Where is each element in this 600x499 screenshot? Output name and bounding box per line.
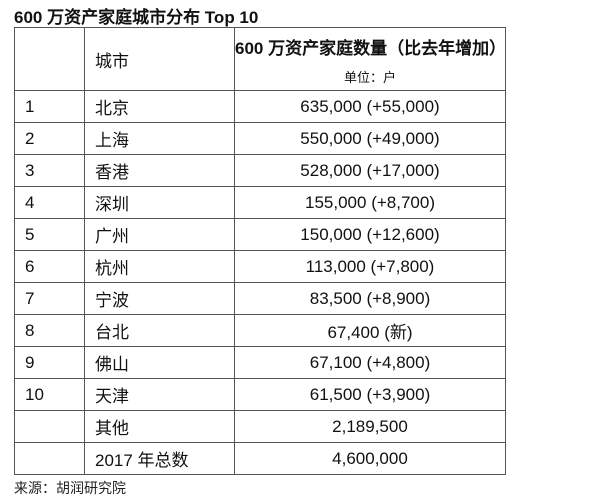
table-header-row: 城市 600 万资产家庭数量（比去年增加） 单位：户 bbox=[14, 27, 507, 91]
count-cell: 635,000 (+55,000) bbox=[234, 90, 506, 123]
city-cell: 宁波 bbox=[84, 282, 235, 315]
city-cell: 佛山 bbox=[84, 346, 235, 379]
table-row: 9 佛山 67,100 (+4,800) bbox=[14, 346, 506, 379]
rank-cell: 7 bbox=[14, 282, 85, 315]
count-cell: 4,600,000 bbox=[234, 442, 506, 475]
rank-cell: 6 bbox=[14, 250, 85, 283]
rank-cell: 5 bbox=[14, 218, 85, 251]
header-unit: 单位：户 bbox=[343, 70, 396, 85]
city-cell: 深圳 bbox=[84, 186, 235, 219]
rank-cell: 4 bbox=[14, 186, 85, 219]
rank-cell: 8 bbox=[14, 314, 85, 347]
count-cell: 67,400 (新) bbox=[234, 314, 506, 347]
table-row: 5 广州 150,000 (+12,600) bbox=[14, 218, 506, 251]
rank-cell: 9 bbox=[14, 346, 85, 379]
rank-cell bbox=[14, 442, 85, 475]
header-count-label: 600 万资产家庭数量（比去年增加） bbox=[235, 39, 507, 58]
city-cell: 杭州 bbox=[84, 250, 235, 283]
rank-cell: 3 bbox=[14, 154, 85, 187]
table-row: 2 上海 550,000 (+49,000) bbox=[14, 122, 506, 155]
city-cell: 其他 bbox=[84, 410, 235, 443]
count-cell: 67,100 (+4,800) bbox=[234, 346, 506, 379]
table-row: 其他 2,189,500 bbox=[14, 410, 506, 443]
city-cell: 台北 bbox=[84, 314, 235, 347]
city-cell: 上海 bbox=[84, 122, 235, 155]
count-cell: 113,000 (+7,800) bbox=[234, 250, 506, 283]
city-cell: 天津 bbox=[84, 378, 235, 411]
count-cell: 155,000 (+8,700) bbox=[234, 186, 506, 219]
count-cell: 83,500 (+8,900) bbox=[234, 282, 506, 315]
rank-cell bbox=[14, 410, 85, 443]
source-note: 来源：胡润研究院 bbox=[14, 480, 126, 496]
rank-cell: 2 bbox=[14, 122, 85, 155]
table-row: 6 杭州 113,000 (+7,800) bbox=[14, 250, 506, 283]
header-count: 600 万资产家庭数量（比去年增加） 单位：户 bbox=[234, 27, 507, 91]
count-cell: 61,500 (+3,900) bbox=[234, 378, 506, 411]
table-title: 600 万资产家庭城市分布 Top 10 bbox=[14, 8, 259, 27]
city-cell: 香港 bbox=[84, 154, 235, 187]
city-cell: 北京 bbox=[84, 90, 235, 123]
city-distribution-table: 城市 600 万资产家庭数量（比去年增加） 单位：户 1 北京 635,000 (+… bbox=[14, 27, 506, 475]
count-cell: 150,000 (+12,600) bbox=[234, 218, 506, 251]
header-city: 城市 bbox=[84, 27, 235, 91]
city-cell: 广州 bbox=[84, 218, 235, 251]
count-cell: 2,189,500 bbox=[234, 410, 506, 443]
table-row: 7 宁波 83,500 (+8,900) bbox=[14, 282, 506, 315]
rank-cell: 1 bbox=[14, 90, 85, 123]
table-row: 1 北京 635,000 (+55,000) bbox=[14, 90, 506, 123]
count-cell: 550,000 (+49,000) bbox=[234, 122, 506, 155]
table-row: 8 台北 67,400 (新) bbox=[14, 314, 506, 347]
table-row: 2017 年总数 4,600,000 bbox=[14, 442, 506, 475]
table-row: 10 天津 61,500 (+3,900) bbox=[14, 378, 506, 411]
header-rank bbox=[14, 27, 85, 91]
table-row: 3 香港 528,000 (+17,000) bbox=[14, 154, 506, 187]
city-cell: 2017 年总数 bbox=[84, 442, 235, 475]
rank-cell: 10 bbox=[14, 378, 85, 411]
table-row: 4 深圳 155,000 (+8,700) bbox=[14, 186, 506, 219]
count-cell: 528,000 (+17,000) bbox=[234, 154, 506, 187]
